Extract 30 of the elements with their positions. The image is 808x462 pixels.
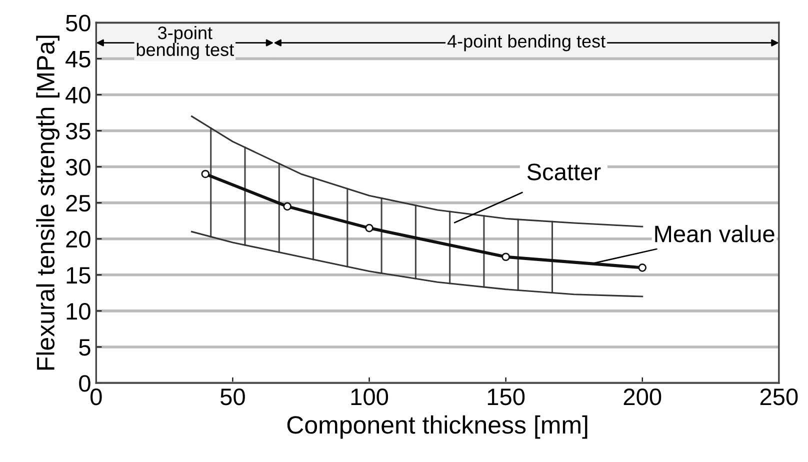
point	[201, 170, 210, 178]
y-tick-label: 10	[66, 302, 90, 320]
x-tick-label: 0	[90, 388, 102, 406]
y-tick-label: 45	[66, 50, 90, 68]
point	[365, 224, 374, 232]
annotation: Mean value	[655, 224, 774, 242]
line-series	[190, 230, 644, 298]
y-tick-label: 40	[66, 86, 90, 104]
x-tick-label: 100	[351, 388, 388, 406]
y-tick-label: 30	[66, 158, 90, 176]
point	[502, 252, 510, 262]
x-tick-label: 150	[488, 388, 525, 406]
y-tick-label: 35	[66, 122, 90, 140]
x-tick-label: 50	[220, 388, 245, 406]
band-label: 4-point bending test	[447, 34, 606, 52]
x-tick-label: 200	[624, 388, 662, 406]
y-tick-label: 25	[66, 194, 90, 212]
x-axis-title: Component thickness [mm]	[287, 415, 588, 439]
y-tick-label: 50	[66, 14, 90, 32]
band-label: 3-point bending test	[136, 26, 234, 60]
point	[638, 264, 647, 272]
y-axis-title: Flexural tensile strength [MPa]	[36, 36, 60, 370]
line-series	[190, 116, 644, 228]
annotation: Scatter	[527, 164, 601, 180]
point	[283, 202, 292, 211]
y-tick-label: 15	[66, 267, 90, 284]
y-tick-label: 0	[79, 375, 90, 392]
y-tick-label: 20	[66, 230, 90, 248]
x-tick-label: 250	[760, 388, 798, 406]
y-tick-label: 5	[79, 339, 90, 356]
